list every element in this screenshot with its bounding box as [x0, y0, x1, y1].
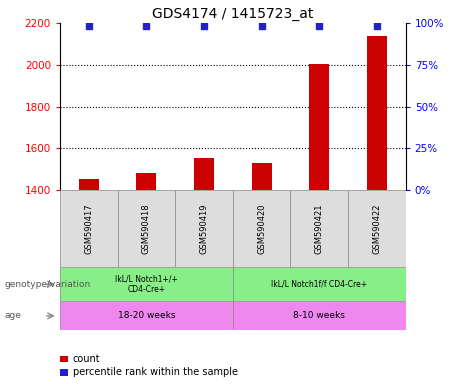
Point [315, 23, 323, 30]
Bar [60, 356, 68, 362]
Text: GSM590417: GSM590417 [84, 203, 93, 254]
Bar [348, 190, 406, 267]
Text: IkL/L Notch1f/f CD4-Cre+: IkL/L Notch1f/f CD4-Cre+ [271, 280, 367, 289]
Text: percentile rank within the sample: percentile rank within the sample [73, 367, 238, 377]
Bar [290, 190, 348, 267]
Bar [233, 190, 290, 267]
Bar [136, 173, 156, 190]
Text: count: count [73, 354, 100, 364]
Text: GSM590419: GSM590419 [200, 203, 208, 254]
Title: GDS4174 / 1415723_at: GDS4174 / 1415723_at [152, 7, 313, 21]
Text: GSM590422: GSM590422 [372, 203, 381, 254]
Bar [60, 267, 233, 301]
Text: GSM590420: GSM590420 [257, 203, 266, 254]
Point [200, 23, 207, 30]
Bar [60, 190, 118, 267]
Text: GSM590421: GSM590421 [315, 203, 324, 254]
Bar [60, 301, 233, 330]
Text: 8-10 weeks: 8-10 weeks [293, 311, 345, 320]
Bar [79, 179, 99, 190]
Bar [118, 190, 175, 267]
Point [373, 23, 381, 30]
Text: GSM590418: GSM590418 [142, 203, 151, 254]
Bar [194, 158, 214, 190]
Bar [233, 267, 406, 301]
Bar [367, 36, 387, 190]
Point [258, 23, 266, 30]
Bar [60, 369, 68, 376]
Text: genotype/variation: genotype/variation [5, 280, 91, 289]
Text: IkL/L Notch1+/+
CD4-Cre+: IkL/L Notch1+/+ CD4-Cre+ [115, 275, 178, 294]
Bar [309, 64, 329, 190]
Text: age: age [5, 311, 22, 320]
Point [85, 23, 92, 30]
Bar [175, 190, 233, 267]
Point [142, 23, 150, 30]
Text: 18-20 weeks: 18-20 weeks [118, 311, 175, 320]
Bar [252, 163, 272, 190]
Bar [233, 301, 406, 330]
